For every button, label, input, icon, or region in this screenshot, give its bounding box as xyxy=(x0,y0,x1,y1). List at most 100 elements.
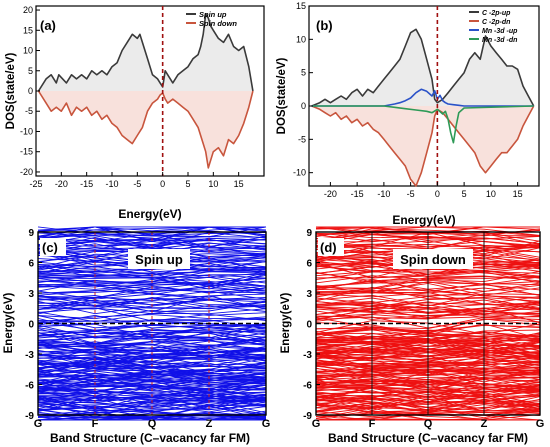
panel-c-band xyxy=(37,363,267,377)
panel-d-ytick-label: -9 xyxy=(303,411,312,422)
panel-d-kpoint-label: G xyxy=(312,418,321,430)
panel-c-band xyxy=(37,282,267,290)
panel-c-ytick-label: -3 xyxy=(25,350,34,361)
panel-c-band xyxy=(37,226,267,243)
panel-a-ytick-label: -15 xyxy=(20,147,33,157)
panel-c-band xyxy=(37,379,267,394)
panel-c-band xyxy=(37,332,267,342)
panel-a-xtick-label: -10 xyxy=(105,179,118,189)
panel-c-band xyxy=(38,392,267,408)
legend-label-mn-3d-up: Mn -3d -up xyxy=(482,28,518,35)
panel-d-annotation-box xyxy=(393,249,473,269)
panel-b-xtick-label: 5 xyxy=(462,189,467,199)
panel-c-band xyxy=(37,336,267,353)
panel-c-ytick-label: 6 xyxy=(28,259,34,270)
panel-c-frame xyxy=(37,231,267,416)
panel-c-band xyxy=(37,414,267,421)
panel-a-xtick-label: -25 xyxy=(29,179,42,189)
panel-d-band xyxy=(315,407,541,421)
panel-c-band xyxy=(37,274,267,290)
panel-b-series-c-2p-dn xyxy=(311,105,535,187)
panel-a-ytick-label: 15 xyxy=(23,25,33,35)
panel-c-band xyxy=(37,341,267,354)
panel-c-band xyxy=(37,226,267,232)
panel-d-ytick-label: 3 xyxy=(306,289,312,300)
panel-d-label-box xyxy=(318,238,344,256)
panel-c-band xyxy=(37,320,267,329)
panel-c-band xyxy=(37,241,267,257)
panel-c-band xyxy=(37,368,267,382)
panel-c-annotation: Spin up xyxy=(135,252,183,267)
panel-d-band xyxy=(316,226,541,230)
panel-b-xlabel: Energy(eV) xyxy=(392,213,455,227)
panel-c-kpoint-label: G xyxy=(34,418,43,430)
panel-d-ylabel: Energy(eV) xyxy=(280,292,292,353)
panel-b-fill-c-2p-up xyxy=(311,29,534,106)
panel-b-xtick-label: -10 xyxy=(377,189,390,199)
panel-a-fill-spin-down xyxy=(38,91,253,168)
panel-b-ytick-label: -5 xyxy=(298,134,306,144)
panel-c-band xyxy=(37,377,267,392)
panel-c-xlabel: Band Structure (C–vacancy far FM) xyxy=(50,431,250,445)
panel-a-series-spin-down xyxy=(37,90,254,169)
panel-b-series-mn-3d-up xyxy=(311,88,534,107)
panel-b: -20 -15 -10 -5 0 5 10 15 -10 -5 0 5 10 15 (b) C -2p-u… xyxy=(276,1,540,227)
panel-c-band xyxy=(37,381,267,397)
panel-c-ytick-label: -6 xyxy=(25,381,34,392)
panel-c-band xyxy=(37,277,267,287)
panel-a: -25 -20 -15 -10 -5 0 5 10 15-20-15-10-505101520 … xyxy=(5,5,265,221)
panel-b-ytick-label: 5 xyxy=(301,68,306,78)
panel-c-kpoint-label: Q xyxy=(148,418,157,430)
panel-d-xlabel: Band Structure (C–vacancy far FM) xyxy=(328,431,528,445)
panel-b-label: (b) xyxy=(316,18,333,33)
legend-label-c-2p-up: C -2p-up xyxy=(482,10,511,17)
panel-c-kpoint-label: G xyxy=(262,418,271,430)
panel-c-band xyxy=(37,300,267,310)
panel-c-band xyxy=(37,379,267,395)
panel-d-ytick-label: -3 xyxy=(303,350,312,361)
panel-b-ytick-label: -10 xyxy=(293,168,306,178)
panel-d-kpoint-label: Q xyxy=(424,418,433,430)
panel-c-ylabel: Energy(eV) xyxy=(3,292,15,353)
panel-d-frame xyxy=(315,231,541,416)
panel-c-band xyxy=(37,360,267,376)
panel-a-label: (a) xyxy=(40,18,56,33)
panel-a-xtick-label: 15 xyxy=(234,179,244,189)
panel-c-band xyxy=(37,226,267,240)
panel-d-kpoint-label: F xyxy=(369,418,376,430)
panel-b-xtick-label: -15 xyxy=(351,189,364,199)
panel-c-label: (c) xyxy=(42,240,58,255)
legend-label-c-2p-dn: C -2p-dn xyxy=(482,19,510,26)
panel-a-xtick-label: 5 xyxy=(185,179,190,189)
panel-b-xtick-label: 15 xyxy=(513,189,523,199)
panel-c-ytick-label: 9 xyxy=(28,228,34,239)
panel-b-ytick-label: 10 xyxy=(296,34,306,44)
panel-b-series-mn-3d-dn xyxy=(311,105,534,144)
panel-b-xtick-label: 0 xyxy=(435,189,440,199)
panel-a-ytick-label: -20 xyxy=(20,167,33,177)
legend-label-spin-down: Spin down xyxy=(199,19,237,28)
panel-d-ytick-label: 6 xyxy=(306,259,312,270)
panel-c-annotation-box xyxy=(128,249,190,269)
panel-b-ytick-label: 15 xyxy=(296,1,306,11)
panel-c-band xyxy=(37,270,267,276)
panel-a-legend: Spin up Spin down xyxy=(186,10,237,28)
panel-b-legend: C -2p-up C -2p-dn Mn -3d -up Mn -3d -dn xyxy=(469,10,518,44)
panel-d-ytick-label: 9 xyxy=(306,228,312,239)
panel-b-ytick-label: 0 xyxy=(301,101,306,111)
panel-d-kpoint-label: Z xyxy=(481,418,488,430)
panel-d-ytick-label: 0 xyxy=(306,320,312,331)
panel-d-ytick-label: -6 xyxy=(303,381,312,392)
panel-a-xtick-label: -20 xyxy=(55,179,68,189)
panel-b-xtick-label: -5 xyxy=(407,189,415,199)
panel-c-band xyxy=(37,356,267,371)
legend-label-spin-up: Spin up xyxy=(199,10,227,19)
panel-a-series-spin-up xyxy=(37,13,254,92)
panel-a-ytick-label: 10 xyxy=(23,46,33,56)
panel-c-band xyxy=(37,380,267,395)
panel-a-xlabel: Energy(eV) xyxy=(118,207,181,221)
panel-a-xtick-label: 10 xyxy=(208,179,218,189)
panel-c-band xyxy=(37,326,267,340)
